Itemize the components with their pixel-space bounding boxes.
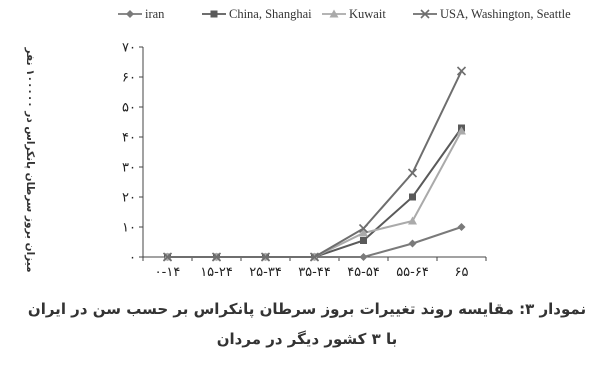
x-tick-label: ۴۵-۵۴ [347, 265, 380, 280]
marker-stroke [420, 9, 430, 19]
figure-caption-line-1: نمودار ۳: مقایسه روند تغییرات بروز سرطان… [27, 300, 587, 318]
chart-axes [142, 47, 486, 258]
chart-series [162, 66, 467, 262]
y-axis-ticks: ۰ ۱۰ ۲۰ ۳۰ ۴۰ ۵۰ ۶۰ ۷۰ [122, 41, 143, 266]
series-usa-washington-seattle [162, 66, 467, 262]
data-point [360, 237, 367, 244]
figure-caption-line-2: با ۳ کشور دیگر در مردان [216, 330, 398, 348]
series-line [167, 130, 463, 258]
legend-item-china-shanghai: China, Shanghai [202, 7, 312, 21]
y-tick-label: ۰ [129, 251, 136, 266]
data-point [211, 252, 222, 262]
series-line [167, 70, 463, 258]
legend-marker [210, 10, 218, 18]
legend-item-kuwait: Kuwait [322, 7, 386, 21]
y-tick-label: ۶۰ [122, 71, 136, 86]
marker-stroke [407, 168, 418, 178]
legend-label: China, Shanghai [229, 7, 312, 21]
y-tick-label: ۲۰ [122, 191, 136, 206]
data-point [358, 223, 369, 234]
x-tick-label: ۰-۱۴ [155, 265, 181, 280]
legend-label: USA, Washington, Seattle [440, 7, 571, 21]
data-point [359, 228, 368, 237]
y-tick-label: ۴۰ [122, 131, 136, 146]
marker-stroke [260, 252, 271, 262]
x-tick-label: ۵۵-۶۴ [396, 265, 429, 280]
data-point [162, 252, 173, 262]
line-chart: iran China, Shanghai Kuwait USA, Washington… [24, 7, 571, 280]
data-point [408, 239, 417, 248]
x-tick-label: ۲۵-۳۴ [249, 265, 282, 280]
data-point [359, 253, 368, 261]
legend-marker [329, 9, 339, 18]
legend-label: iran [145, 7, 165, 21]
data-point [456, 66, 467, 76]
y-tick-label: ۱۰ [122, 221, 136, 236]
chart-legend: iran China, Shanghai Kuwait USA, Washington… [118, 7, 571, 21]
legend-label: Kuwait [349, 7, 386, 21]
data-point [457, 126, 466, 135]
data-point [407, 168, 418, 178]
data-point [408, 216, 417, 225]
x-tick-label: ۱۵-۲۴ [200, 265, 233, 280]
data-point [260, 252, 271, 262]
y-axis-label: میزان بروز سرطان پانکراس در ۱۰۰۰۰۰ نفر [24, 47, 36, 273]
marker-stroke [309, 252, 320, 262]
series-line [167, 127, 463, 258]
data-point [409, 193, 416, 201]
marker-stroke [358, 223, 369, 234]
y-tick-label: ۳۰ [122, 161, 136, 176]
legend-item-iran: iran [118, 7, 165, 21]
x-tick-label: ۶۵ [455, 265, 469, 280]
data-point [309, 252, 320, 262]
marker-stroke [162, 252, 173, 262]
x-tick-label: ۳۵-۴۴ [298, 265, 331, 280]
marker-stroke [456, 66, 467, 76]
legend-item-usa-washington-seattle: USA, Washington, Seattle [413, 7, 571, 21]
legend-marker [126, 10, 134, 18]
data-point [457, 223, 466, 231]
y-tick-label: ۵۰ [122, 101, 136, 116]
x-axis-ticks: ۰-۱۴ ۱۵-۲۴ ۲۵-۳۴ ۳۵-۴۴ ۴۵-۵۴ ۵۵-۶۴ ۶۵ [142, 257, 487, 280]
marker-stroke [211, 252, 222, 262]
legend-marker [420, 9, 430, 19]
y-tick-label: ۷۰ [122, 41, 136, 56]
